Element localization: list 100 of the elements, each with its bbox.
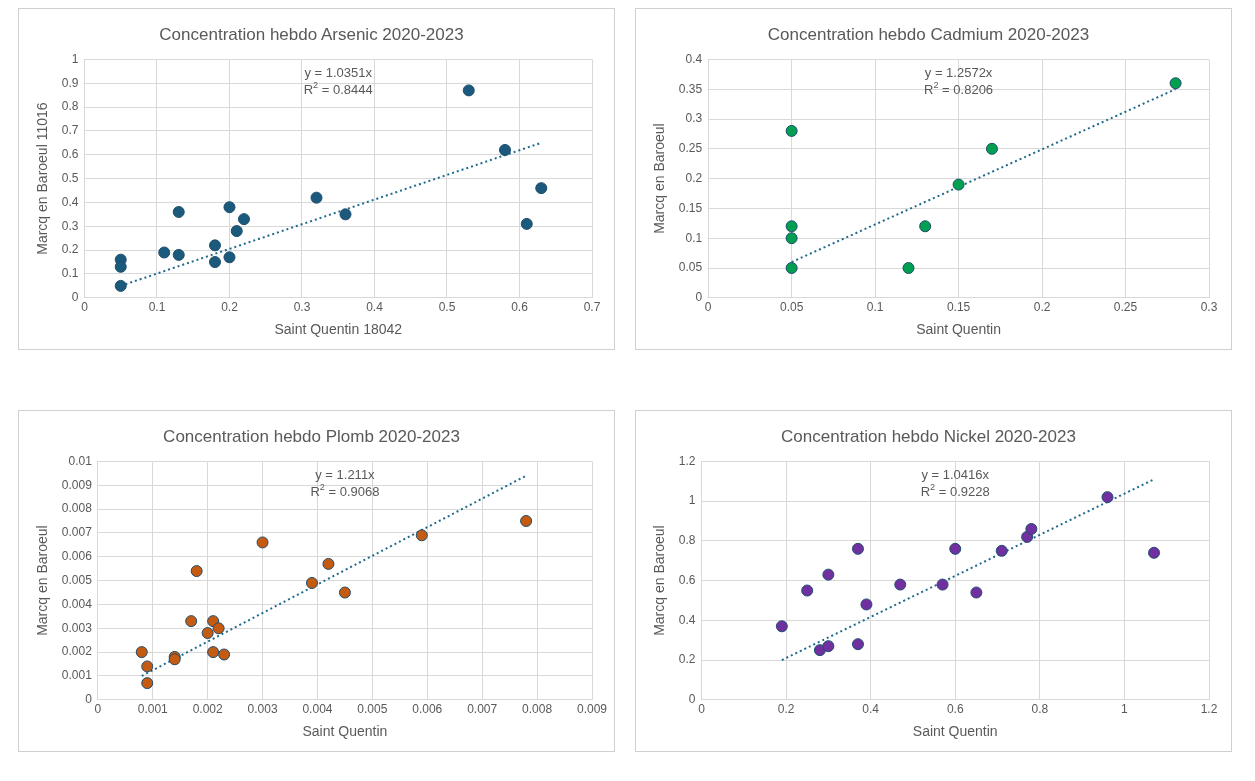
y-tick-label: 1 xyxy=(71,51,79,66)
point xyxy=(970,586,983,599)
point xyxy=(936,578,949,591)
x-tick-label: 0.006 xyxy=(412,702,443,717)
x-tick-label: 0.001 xyxy=(137,702,169,717)
y-axis-title: Marcq en Baroeul xyxy=(34,525,51,636)
chart-title: Concentration hebdo Cadmium 2020-2023 xyxy=(767,24,1090,44)
x-tick-label: 0.2 xyxy=(1033,300,1051,315)
point xyxy=(339,208,352,221)
x-tick-label: 0.007 xyxy=(467,702,498,717)
point xyxy=(141,677,154,690)
point xyxy=(1025,522,1038,535)
point xyxy=(499,143,511,156)
point xyxy=(338,586,351,599)
x-tick-label: 1 xyxy=(1121,702,1129,717)
annotation: y = 1.0351x xyxy=(304,64,373,80)
point xyxy=(801,584,814,597)
y-tick-label: 0.25 xyxy=(678,141,703,156)
y-tick-label: 0.8 xyxy=(61,99,79,114)
chart-title: Concentration hebdo Nickel 2020-2023 xyxy=(781,426,1076,446)
point xyxy=(851,638,864,651)
y-tick-label: 0.9 xyxy=(61,75,79,90)
point xyxy=(172,205,185,218)
point xyxy=(208,239,221,252)
point xyxy=(114,260,127,273)
y-tick-label: 0.35 xyxy=(678,81,703,96)
x-tick-label: 0.004 xyxy=(302,702,333,717)
y-axis-title: Marcq en Baroeul xyxy=(651,525,668,636)
point xyxy=(535,182,548,195)
y-tick-label: 0.15 xyxy=(678,200,703,215)
x-axis-title: Saint Quentin xyxy=(302,723,388,740)
point xyxy=(310,191,323,204)
x-tick-label: 0.1 xyxy=(866,300,884,315)
point xyxy=(172,248,185,261)
y-tick-label: 1.2 xyxy=(678,453,696,468)
point xyxy=(785,232,798,245)
x-tick-label: 0.3 xyxy=(293,300,311,315)
y-tick-label: 0.1 xyxy=(685,230,703,245)
point xyxy=(208,256,221,269)
x-tick-label: 0.008 xyxy=(522,702,553,717)
y-tick-label: 0.2 xyxy=(678,652,696,667)
x-tick-label: 0.009 xyxy=(576,702,608,717)
point xyxy=(785,262,798,274)
point xyxy=(860,598,873,611)
y-tick-label: 0.4 xyxy=(685,51,703,66)
x-tick-label: 0.1 xyxy=(148,300,166,315)
x-tick-label: 0.15 xyxy=(946,300,971,315)
y-tick-label: 0.05 xyxy=(678,260,703,275)
x-tick-label: 0.003 xyxy=(247,702,278,717)
y-tick-label: 0.006 xyxy=(61,549,93,564)
point xyxy=(995,544,1008,557)
point xyxy=(785,220,798,233)
point xyxy=(218,648,231,661)
point xyxy=(230,225,243,238)
y-tick-label: 0.3 xyxy=(61,218,79,233)
y-tick-label: 0.007 xyxy=(61,525,93,540)
point xyxy=(851,542,864,555)
x-axis-title: Saint Quentin xyxy=(916,321,1001,338)
x-axis-title: Saint Quentin 18042 xyxy=(274,321,403,338)
chart-title: Concentration hebdo Arsenic 2020-2023 xyxy=(159,24,464,44)
x-tick-label: 0.2 xyxy=(221,300,239,315)
x-tick-label: 0.6 xyxy=(946,702,964,717)
x-tick-label: 0.4 xyxy=(862,702,880,717)
point xyxy=(949,542,962,555)
x-tick-label: 0.05 xyxy=(779,300,804,315)
point xyxy=(256,536,269,549)
x-axis-title: Saint Quentin xyxy=(912,723,998,740)
y-axis-title: Marcq en Baroeul 11016 xyxy=(34,102,51,255)
y-tick-label: 0.003 xyxy=(61,620,93,635)
y-tick-label: 0 xyxy=(688,692,696,707)
y-tick-label: 0.1 xyxy=(61,266,79,281)
point xyxy=(1101,491,1114,504)
chart-title: Concentration hebdo Plomb 2020-2023 xyxy=(163,426,460,446)
y-tick-label: 0.7 xyxy=(61,123,79,138)
y-tick-label: 0.01 xyxy=(68,453,93,468)
point xyxy=(985,142,998,155)
y-tick-label: 0.6 xyxy=(61,147,79,162)
point xyxy=(813,644,826,657)
x-tick-label: 0.25 xyxy=(1113,300,1138,315)
point xyxy=(223,251,236,264)
point xyxy=(775,620,788,633)
point xyxy=(322,557,335,570)
x-tick-label: 0.4 xyxy=(366,300,384,315)
annotation: y = 1.0416x xyxy=(921,466,990,482)
point xyxy=(185,615,198,628)
x-tick-label: 0.5 xyxy=(438,300,456,315)
point xyxy=(223,201,236,214)
point xyxy=(1148,546,1161,559)
point xyxy=(237,213,250,226)
point xyxy=(785,124,798,137)
y-tick-label: 0.004 xyxy=(61,596,93,611)
y-tick-label: 0 xyxy=(695,290,703,305)
point xyxy=(520,515,533,527)
x-tick-label: 0.3 xyxy=(1200,300,1218,315)
point xyxy=(158,246,171,259)
x-tick-label: 1.2 xyxy=(1200,702,1218,717)
point xyxy=(415,529,428,542)
y-tick-label: 0.6 xyxy=(678,572,696,587)
point xyxy=(141,660,154,673)
y-tick-label: 0.008 xyxy=(61,501,93,516)
